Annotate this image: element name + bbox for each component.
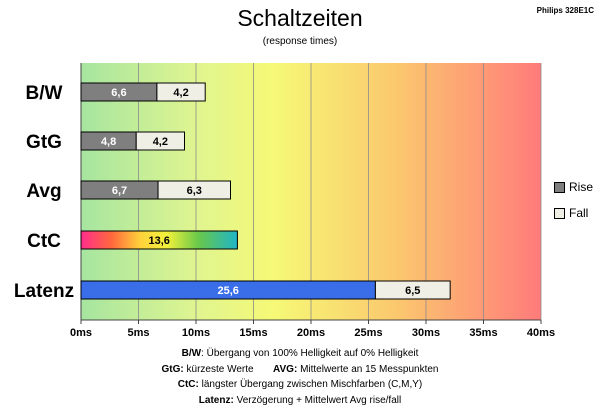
note-ctc-key: CtC: xyxy=(177,379,199,390)
bar-fall xyxy=(157,180,231,200)
data-label-latenz-delay: 25,6 xyxy=(217,285,238,297)
data-label-rise: 4,8 xyxy=(101,136,116,148)
note-latenz: Latenz: Verzögerung + Mittelwert Avg ris… xyxy=(0,393,600,409)
category-label: GtG xyxy=(26,132,62,153)
x-tick-label: 5ms xyxy=(127,327,149,339)
note-gtg-key: GtG: xyxy=(161,363,184,375)
bar-ctc xyxy=(80,230,238,250)
note-ctc: CtC: längster Übergang zwischen Mischfar… xyxy=(0,377,600,393)
data-label-fall: 4,2 xyxy=(173,87,188,99)
x-tick-label: 20ms xyxy=(297,327,325,339)
data-label-rise: 6,6 xyxy=(111,87,126,99)
legend-label-fall: Fall xyxy=(569,206,589,220)
x-tick-label: 10ms xyxy=(182,327,210,339)
explanation-notes: B/W: Übergang von 100% Helligkeit auf 0%… xyxy=(0,346,600,408)
note-avg-text: Mittelwerte an 15 Messpunkten xyxy=(297,363,439,375)
category-label: CtC xyxy=(27,231,61,252)
bar-fall xyxy=(135,131,185,151)
note-gtg-text: kürzeste Werte xyxy=(183,363,254,375)
category-label: B/W xyxy=(26,83,63,104)
note-ctc-text: längster Übergang zwischen Mischfarben (… xyxy=(198,379,423,390)
note-gtg-avg: GtG: kürzeste Werte AVG: Mittelwerte an … xyxy=(0,362,600,378)
category-label: Latenz xyxy=(14,281,74,302)
legend-swatch-fall xyxy=(554,207,565,219)
note-latenz-key: Latenz: xyxy=(198,394,234,406)
data-label-rise: 6,7 xyxy=(112,185,127,197)
note-avg-key: AVG: xyxy=(273,363,298,375)
category-label: Avg xyxy=(26,181,61,202)
chart-title: Schaltzeiten xyxy=(237,5,363,31)
note-latenz-text: Verzögerung + Mittelwert Avg rise/fall xyxy=(233,394,402,406)
data-label-fall: 6,3 xyxy=(187,185,202,197)
data-label-fall: 4,2 xyxy=(153,136,168,148)
x-tick-label: 35ms xyxy=(469,327,497,339)
x-tick-label: 0ms xyxy=(70,327,92,339)
bar-chart: B/W GtG Avg CtC Latenz 6,6 4,2 4,8 4,2 6,7 6,3 13,… xyxy=(14,63,555,339)
model-label: Philips 328E1C xyxy=(536,6,594,15)
chart-subtitle: (response times) xyxy=(262,36,338,47)
legend-item-rise: Rise xyxy=(554,180,593,194)
legend-item-fall: Fall xyxy=(554,206,588,220)
x-tick-label: 25ms xyxy=(354,327,382,339)
x-tick-label: 40ms xyxy=(527,327,555,339)
legend-label-rise: Rise xyxy=(569,180,594,194)
note-bw-key: B/W xyxy=(181,348,202,359)
legend-swatch-rise xyxy=(554,181,565,193)
note-bw: B/W: Übergang von 100% Helligkeit auf 0%… xyxy=(0,346,600,362)
x-tick-label: 15ms xyxy=(239,327,267,339)
data-label-ctc: 13,6 xyxy=(148,235,169,247)
x-tick-label: 30ms xyxy=(412,327,440,339)
data-label-latenz-avg: 6,5 xyxy=(405,285,420,297)
bar-fall xyxy=(156,82,206,102)
note-bw-text: : Übergang von 100% Helligkeit auf 0% He… xyxy=(201,348,419,359)
bar-latenz-avg xyxy=(374,280,451,300)
